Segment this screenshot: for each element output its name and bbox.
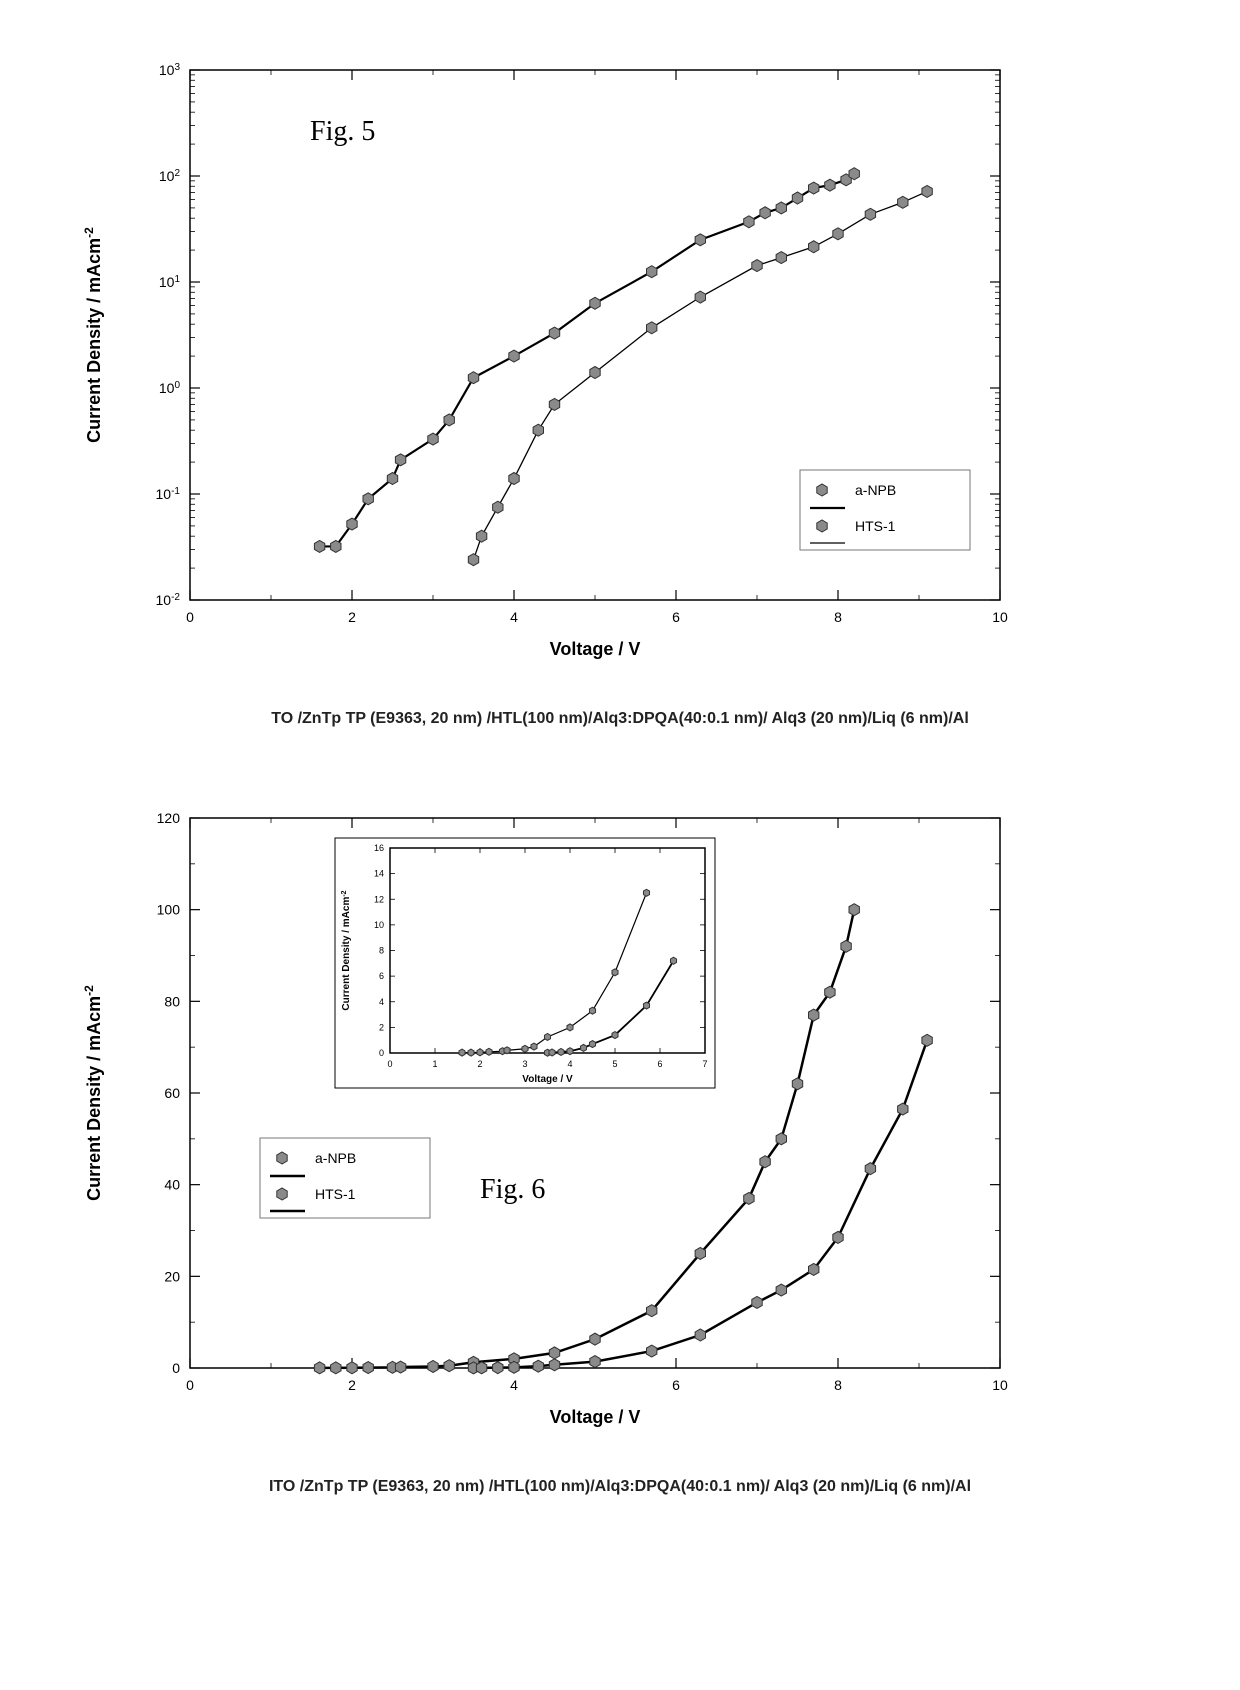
svg-text:Voltage / V: Voltage / V [522,1074,573,1085]
svg-text:10-2: 10-2 [156,592,181,609]
svg-text:HTS-1: HTS-1 [855,518,896,534]
svg-text:10: 10 [992,609,1008,625]
svg-text:Voltage / V: Voltage / V [550,639,641,659]
svg-text:20: 20 [164,1268,180,1284]
svg-text:4: 4 [510,609,518,625]
svg-text:100: 100 [159,380,181,397]
svg-text:6: 6 [379,971,384,981]
svg-text:6: 6 [672,1377,680,1393]
svg-text:10: 10 [992,1377,1008,1393]
svg-text:8: 8 [379,946,384,956]
svg-text:2: 2 [477,1059,482,1069]
svg-text:2: 2 [348,1377,356,1393]
fig6-svg: 0246810020406080100120Voltage / VCurrent… [60,788,1040,1448]
figure-6-block: 0246810020406080100120Voltage / VCurrent… [60,788,1180,1496]
svg-text:100: 100 [157,902,181,918]
svg-text:8: 8 [834,609,842,625]
svg-text:Current Density / mAcm-2: Current Density / mAcm-2 [341,890,353,1010]
svg-text:40: 40 [164,1177,180,1193]
svg-text:6: 6 [657,1059,662,1069]
svg-text:6: 6 [672,609,680,625]
svg-text:0: 0 [379,1048,384,1058]
svg-text:7: 7 [702,1059,707,1069]
svg-text:120: 120 [157,810,181,826]
figure-5-chart: 0 2 4 6 8 10 10-2 10-1 100 101 102 103 Voltage / V Cu… [60,40,1180,680]
svg-text:101: 101 [159,274,181,291]
svg-text:Current Density / mAcm-2: Current Density / mAcm-2 [82,985,104,1201]
svg-text:1: 1 [432,1059,437,1069]
svg-text:60: 60 [164,1085,180,1101]
svg-text:0: 0 [172,1360,180,1376]
svg-text:4: 4 [379,997,384,1007]
svg-text:102: 102 [159,168,181,185]
svg-text:10: 10 [374,920,384,930]
svg-text:2: 2 [379,1022,384,1032]
svg-text:10-1: 10-1 [156,486,181,503]
svg-text:4: 4 [567,1059,572,1069]
svg-text:Fig. 6: Fig. 6 [480,1174,545,1205]
svg-text:12: 12 [374,894,384,904]
svg-text:0: 0 [387,1059,392,1069]
svg-text:a-NPB: a-NPB [855,482,896,498]
svg-text:103: 103 [159,62,181,79]
figure-6-chart: 0246810020406080100120Voltage / VCurrent… [60,788,1180,1448]
figure-5-block: 0 2 4 6 8 10 10-2 10-1 100 101 102 103 Voltage / V Cu… [60,40,1180,728]
svg-text:3: 3 [522,1059,527,1069]
svg-text:16: 16 [374,843,384,853]
figure-5-caption: TO /ZnTp TP (E9363, 20 nm) /HTL(100 nm)/… [60,710,1180,728]
svg-text:a-NPB: a-NPB [315,1150,356,1166]
svg-text:14: 14 [374,869,384,879]
svg-text:8: 8 [834,1377,842,1393]
svg-text:80: 80 [164,993,180,1009]
fig5-svg: 0 2 4 6 8 10 10-2 10-1 100 101 102 103 Voltage / V Cu… [60,40,1040,680]
figure-6-caption: ITO /ZnTp TP (E9363, 20 nm) /HTL(100 nm)… [60,1478,1180,1496]
svg-text:Fig. 5: Fig. 5 [310,116,375,147]
svg-text:0: 0 [186,1377,194,1393]
svg-text:2: 2 [348,609,356,625]
svg-text:0: 0 [186,609,194,625]
svg-text:Current Density / mAcm-2: Current Density / mAcm-2 [82,227,104,443]
svg-text:Voltage / V: Voltage / V [550,1407,641,1427]
svg-text:5: 5 [612,1059,617,1069]
svg-text:4: 4 [510,1377,518,1393]
svg-text:HTS-1: HTS-1 [315,1186,356,1202]
